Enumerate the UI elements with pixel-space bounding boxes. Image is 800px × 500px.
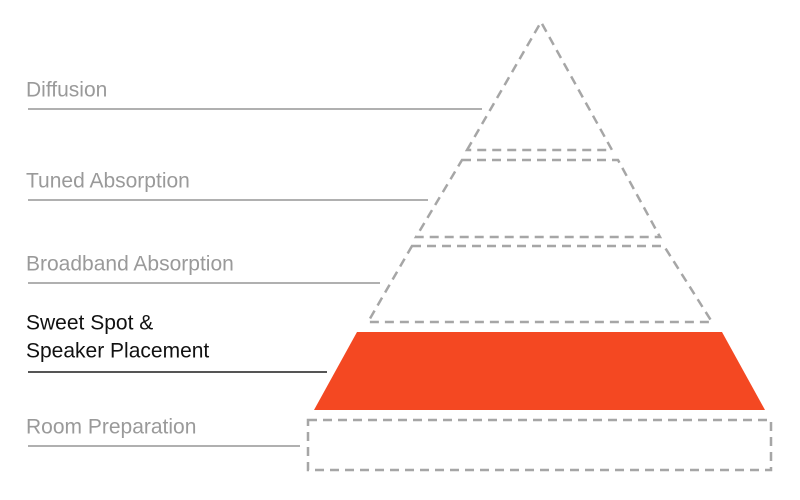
pyramid-level-active[interactable] bbox=[314, 332, 765, 410]
pyramid-level bbox=[413, 158, 663, 239]
level-label[interactable]: Tuned Absorption bbox=[26, 170, 190, 193]
level-label[interactable]: Sweet Spot & bbox=[26, 312, 153, 335]
pyramid-level bbox=[464, 19, 615, 152]
pyramid-level bbox=[306, 418, 773, 472]
level-label[interactable]: Diffusion bbox=[26, 79, 107, 102]
level-label[interactable]: Broadband Absorption bbox=[26, 253, 234, 276]
pyramid-level bbox=[365, 244, 715, 324]
level-label[interactable]: Room Preparation bbox=[26, 416, 196, 439]
level-label[interactable]: Speaker Placement bbox=[26, 340, 209, 363]
